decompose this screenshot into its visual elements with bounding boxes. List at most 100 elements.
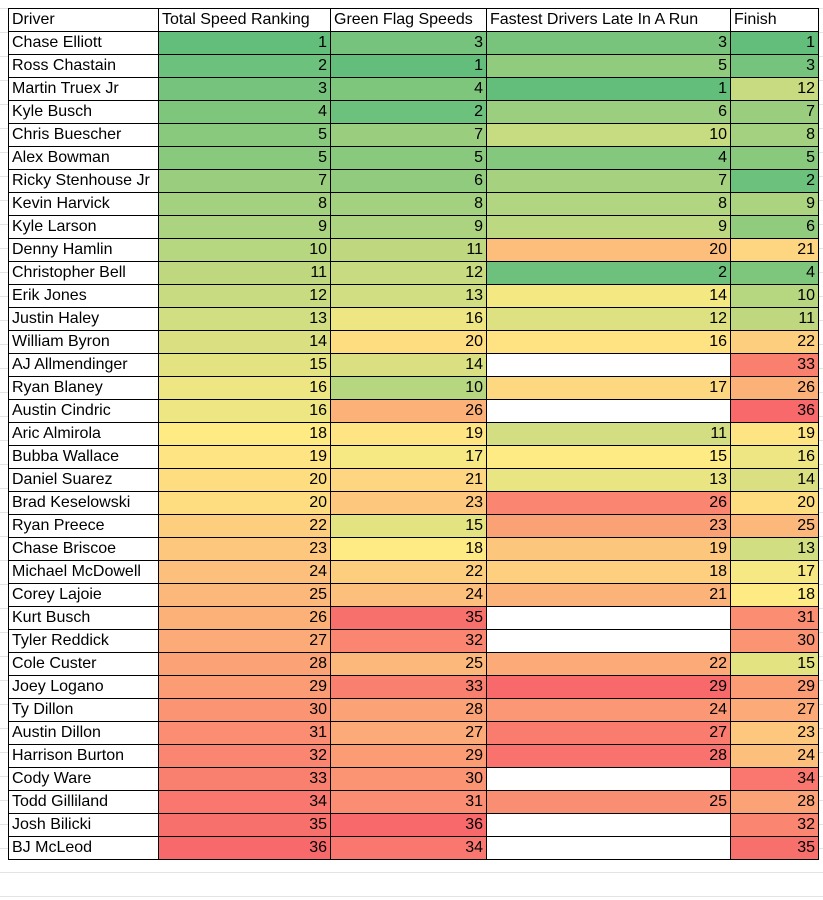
total-speed-cell[interactable]: 1 (158, 31, 331, 55)
fastest-late-run-cell[interactable] (486, 353, 731, 377)
finish-cell[interactable]: 14 (730, 468, 819, 492)
fastest-late-run-cell[interactable]: 23 (486, 514, 731, 538)
total-speed-cell[interactable]: 25 (158, 583, 331, 607)
driver-name-cell[interactable]: Denny Hamlin (8, 238, 159, 262)
green-flag-cell[interactable]: 35 (330, 606, 487, 630)
header-fastest-late-run[interactable]: Fastest Drivers Late In A Run (486, 8, 731, 32)
finish-cell[interactable]: 34 (730, 767, 819, 791)
finish-cell[interactable]: 32 (730, 813, 819, 837)
fastest-late-run-cell[interactable]: 4 (486, 146, 731, 170)
driver-name-cell[interactable]: Josh Bilicki (8, 813, 159, 837)
finish-cell[interactable]: 1 (730, 31, 819, 55)
total-speed-cell[interactable]: 2 (158, 54, 331, 78)
fastest-late-run-cell[interactable]: 16 (486, 330, 731, 354)
green-flag-cell[interactable]: 11 (330, 238, 487, 262)
driver-name-cell[interactable]: Ricky Stenhouse Jr (8, 169, 159, 193)
fastest-late-run-cell[interactable] (486, 399, 731, 423)
total-speed-cell[interactable]: 24 (158, 560, 331, 584)
green-flag-cell[interactable]: 27 (330, 721, 487, 745)
finish-cell[interactable]: 9 (730, 192, 819, 216)
total-speed-cell[interactable]: 27 (158, 629, 331, 653)
driver-name-cell[interactable]: Aric Almirola (8, 422, 159, 446)
green-flag-cell[interactable]: 32 (330, 629, 487, 653)
fastest-late-run-cell[interactable] (486, 629, 731, 653)
fastest-late-run-cell[interactable]: 10 (486, 123, 731, 147)
green-flag-cell[interactable]: 5 (330, 146, 487, 170)
green-flag-cell[interactable]: 22 (330, 560, 487, 584)
finish-cell[interactable]: 10 (730, 284, 819, 308)
green-flag-cell[interactable]: 2 (330, 100, 487, 124)
total-speed-cell[interactable]: 14 (158, 330, 331, 354)
finish-cell[interactable]: 31 (730, 606, 819, 630)
driver-name-cell[interactable]: William Byron (8, 330, 159, 354)
driver-name-cell[interactable]: Chase Briscoe (8, 537, 159, 561)
driver-name-cell[interactable]: Christopher Bell (8, 261, 159, 285)
green-flag-cell[interactable]: 7 (330, 123, 487, 147)
finish-cell[interactable]: 25 (730, 514, 819, 538)
fastest-late-run-cell[interactable]: 9 (486, 215, 731, 239)
green-flag-cell[interactable]: 25 (330, 652, 487, 676)
header-finish[interactable]: Finish (730, 8, 819, 32)
total-speed-cell[interactable]: 20 (158, 468, 331, 492)
green-flag-cell[interactable]: 18 (330, 537, 487, 561)
total-speed-cell[interactable]: 34 (158, 790, 331, 814)
fastest-late-run-cell[interactable]: 1 (486, 77, 731, 101)
green-flag-cell[interactable]: 23 (330, 491, 487, 515)
total-speed-cell[interactable]: 16 (158, 399, 331, 423)
green-flag-cell[interactable]: 4 (330, 77, 487, 101)
green-flag-cell[interactable]: 9 (330, 215, 487, 239)
driver-name-cell[interactable]: Kevin Harvick (8, 192, 159, 216)
driver-name-cell[interactable]: Kyle Busch (8, 100, 159, 124)
finish-cell[interactable]: 23 (730, 721, 819, 745)
green-flag-cell[interactable]: 29 (330, 744, 487, 768)
green-flag-cell[interactable]: 34 (330, 836, 487, 860)
driver-name-cell[interactable]: Ty Dillon (8, 698, 159, 722)
driver-name-cell[interactable]: Tyler Reddick (8, 629, 159, 653)
green-flag-cell[interactable]: 15 (330, 514, 487, 538)
total-speed-cell[interactable]: 12 (158, 284, 331, 308)
fastest-late-run-cell[interactable]: 21 (486, 583, 731, 607)
fastest-late-run-cell[interactable]: 6 (486, 100, 731, 124)
finish-cell[interactable]: 16 (730, 445, 819, 469)
header-green-flag-speeds[interactable]: Green Flag Speeds (330, 8, 487, 32)
driver-name-cell[interactable]: Chris Buescher (8, 123, 159, 147)
driver-name-cell[interactable]: Ryan Blaney (8, 376, 159, 400)
finish-cell[interactable]: 15 (730, 652, 819, 676)
fastest-late-run-cell[interactable]: 26 (486, 491, 731, 515)
fastest-late-run-cell[interactable]: 28 (486, 744, 731, 768)
total-speed-cell[interactable]: 10 (158, 238, 331, 262)
fastest-late-run-cell[interactable] (486, 767, 731, 791)
finish-cell[interactable]: 36 (730, 399, 819, 423)
finish-cell[interactable]: 13 (730, 537, 819, 561)
finish-cell[interactable]: 3 (730, 54, 819, 78)
finish-cell[interactable]: 12 (730, 77, 819, 101)
driver-name-cell[interactable]: Cole Custer (8, 652, 159, 676)
green-flag-cell[interactable]: 28 (330, 698, 487, 722)
green-flag-cell[interactable]: 24 (330, 583, 487, 607)
green-flag-cell[interactable]: 8 (330, 192, 487, 216)
total-speed-cell[interactable]: 33 (158, 767, 331, 791)
total-speed-cell[interactable]: 13 (158, 307, 331, 331)
driver-name-cell[interactable]: Harrison Burton (8, 744, 159, 768)
finish-cell[interactable]: 18 (730, 583, 819, 607)
green-flag-cell[interactable]: 30 (330, 767, 487, 791)
driver-name-cell[interactable]: Kurt Busch (8, 606, 159, 630)
driver-name-cell[interactable]: Martin Truex Jr (8, 77, 159, 101)
fastest-late-run-cell[interactable] (486, 813, 731, 837)
fastest-late-run-cell[interactable]: 27 (486, 721, 731, 745)
total-speed-cell[interactable]: 20 (158, 491, 331, 515)
driver-name-cell[interactable]: Michael McDowell (8, 560, 159, 584)
green-flag-cell[interactable]: 31 (330, 790, 487, 814)
fastest-late-run-cell[interactable]: 20 (486, 238, 731, 262)
green-flag-cell[interactable]: 3 (330, 31, 487, 55)
green-flag-cell[interactable]: 13 (330, 284, 487, 308)
total-speed-cell[interactable]: 28 (158, 652, 331, 676)
fastest-late-run-cell[interactable]: 8 (486, 192, 731, 216)
driver-name-cell[interactable]: Brad Keselowski (8, 491, 159, 515)
finish-cell[interactable]: 8 (730, 123, 819, 147)
driver-name-cell[interactable]: Cody Ware (8, 767, 159, 791)
finish-cell[interactable]: 5 (730, 146, 819, 170)
green-flag-cell[interactable]: 16 (330, 307, 487, 331)
fastest-late-run-cell[interactable]: 24 (486, 698, 731, 722)
driver-name-cell[interactable]: Alex Bowman (8, 146, 159, 170)
